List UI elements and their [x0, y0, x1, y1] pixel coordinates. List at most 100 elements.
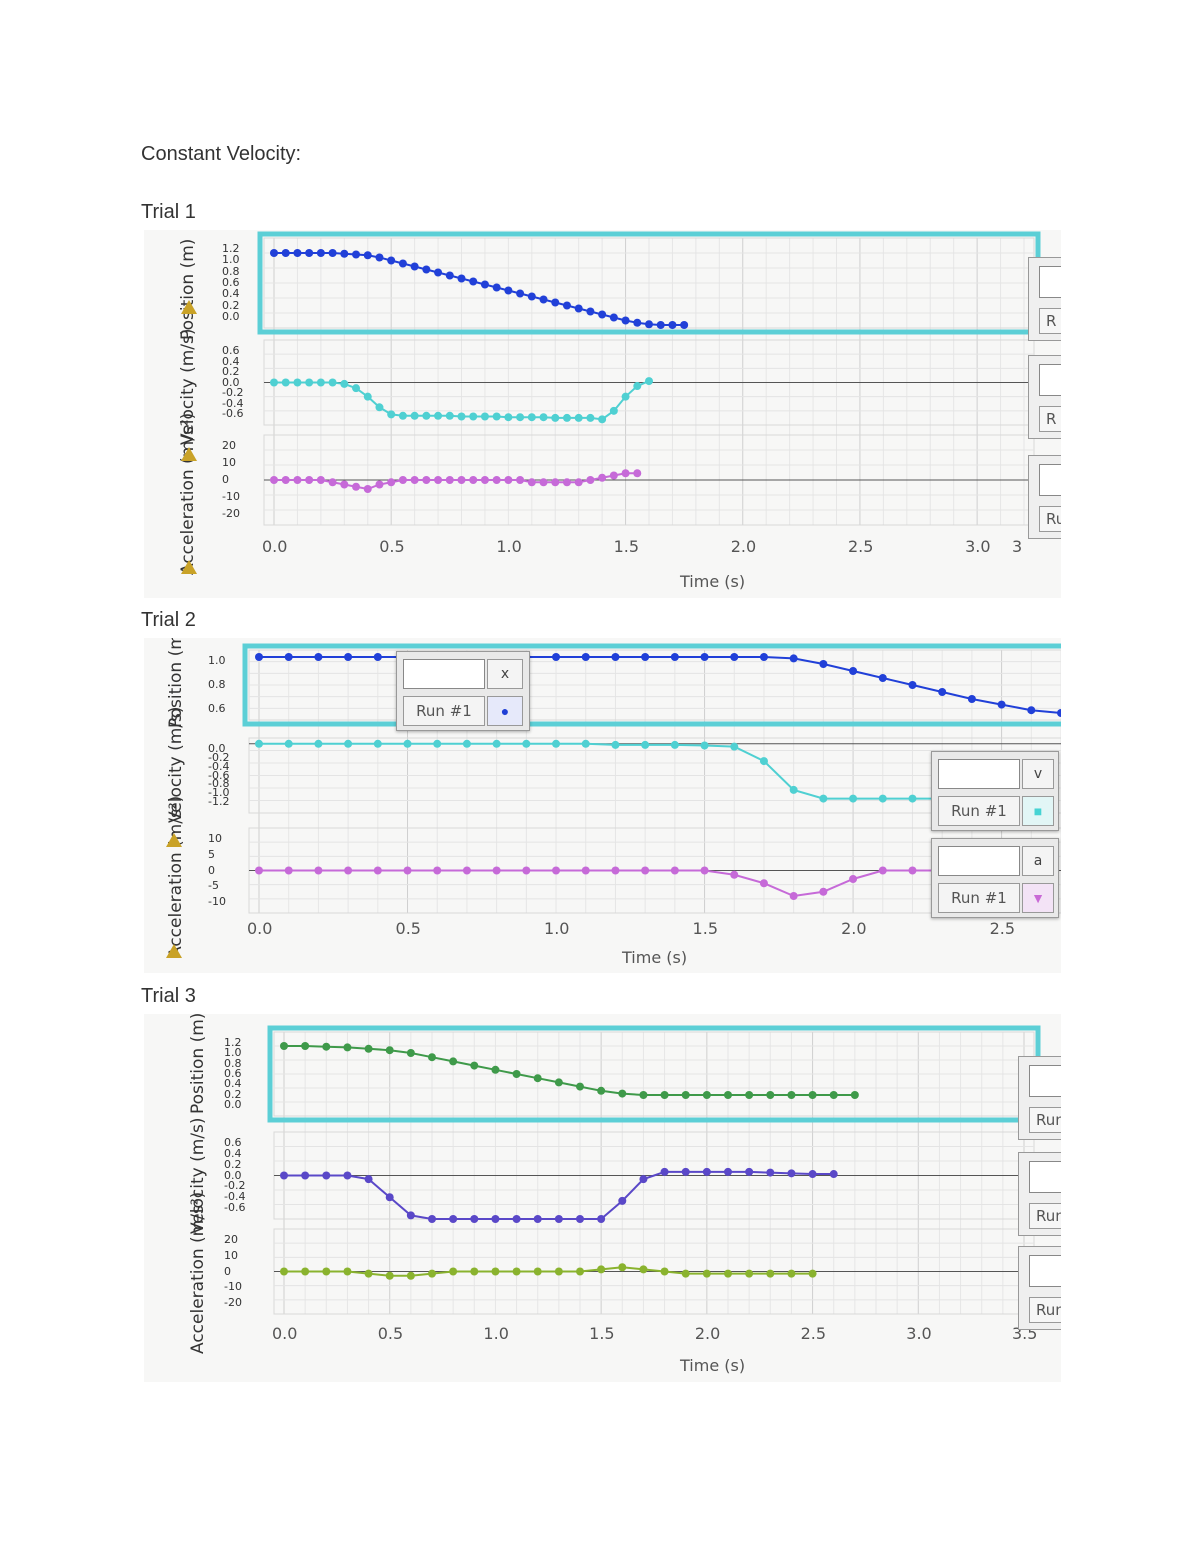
position-data-point[interactable] — [621, 316, 630, 325]
acceleration-data-point[interactable] — [270, 476, 278, 484]
velocity-data-point[interactable] — [522, 739, 531, 748]
position-data-point[interactable] — [700, 653, 709, 661]
position-data-point[interactable] — [581, 653, 590, 661]
position-data-point[interactable] — [364, 1044, 373, 1053]
position-data-point[interactable] — [849, 667, 858, 675]
position-data-point[interactable] — [533, 1074, 542, 1083]
velocity-data-point[interactable] — [551, 413, 560, 422]
position-data-point[interactable] — [328, 249, 337, 257]
position-data-point[interactable] — [576, 1082, 584, 1091]
position-data-point[interactable] — [789, 654, 798, 663]
acceleration-data-point[interactable] — [621, 469, 630, 478]
acceleration-data-point[interactable] — [554, 1267, 563, 1276]
acceleration-data-point[interactable] — [512, 1267, 521, 1276]
acceleration-data-point[interactable] — [551, 478, 560, 487]
position-data-point[interactable] — [908, 681, 917, 689]
velocity-data-point[interactable] — [363, 392, 372, 401]
position-data-point[interactable] — [819, 660, 828, 668]
velocity-data-point[interactable] — [305, 378, 314, 387]
position-data-point[interactable] — [759, 653, 768, 661]
velocity-data-point[interactable] — [449, 1215, 458, 1223]
velocity-data-point[interactable] — [398, 411, 407, 420]
position-data-point[interactable] — [618, 1089, 627, 1098]
legend-field[interactable] — [403, 659, 485, 689]
acceleration-data-point[interactable] — [766, 1269, 775, 1278]
position-data-point[interactable] — [316, 249, 325, 257]
position-data-point[interactable] — [611, 653, 620, 661]
velocity-data-point[interactable] — [457, 412, 466, 421]
acceleration-data-point[interactable] — [639, 1265, 648, 1274]
velocity-data-point[interactable] — [609, 406, 618, 415]
position-data-point[interactable] — [410, 262, 419, 271]
position-data-point[interactable] — [598, 310, 607, 319]
acceleration-data-point[interactable] — [574, 478, 583, 487]
position-data-point[interactable] — [670, 653, 679, 661]
velocity-data-point[interactable] — [504, 413, 513, 422]
velocity-data-point[interactable] — [284, 739, 293, 748]
position-data-point[interactable] — [539, 295, 548, 304]
acceleration-data-point[interactable] — [352, 482, 361, 491]
velocity-data-point[interactable] — [343, 1171, 352, 1180]
position-data-point[interactable] — [434, 268, 443, 277]
acceleration-data-point[interactable] — [364, 1269, 373, 1278]
acceleration-data-point[interactable] — [641, 866, 650, 875]
velocity-data-point[interactable] — [403, 739, 412, 748]
velocity-data-point[interactable] — [621, 392, 630, 401]
position-data-point[interactable] — [469, 277, 478, 286]
acceleration-data-point[interactable] — [576, 1267, 584, 1276]
acceleration-data-point[interactable] — [280, 1267, 288, 1276]
velocity-data-point[interactable] — [533, 1215, 542, 1223]
velocity-data-point[interactable] — [597, 1215, 606, 1223]
position-data-point[interactable] — [527, 292, 536, 301]
legend-box-position[interactable]: Run — [1018, 1056, 1061, 1140]
position-data-point[interactable] — [702, 1091, 711, 1099]
velocity-data-point[interactable] — [789, 785, 798, 794]
acceleration-data-point[interactable] — [581, 866, 590, 875]
acceleration-data-point[interactable] — [322, 1267, 331, 1276]
legend-variable[interactable]: a — [1022, 846, 1054, 876]
acceleration-data-point[interactable] — [328, 478, 337, 487]
velocity-data-point[interactable] — [645, 377, 653, 386]
velocity-data-point[interactable] — [470, 1215, 479, 1223]
position-data-point[interactable] — [562, 301, 571, 310]
velocity-data-point[interactable] — [352, 384, 361, 393]
position-data-point[interactable] — [766, 1091, 775, 1099]
velocity-data-point[interactable] — [344, 739, 353, 748]
acceleration-data-point[interactable] — [492, 476, 501, 484]
legend-box-velocity[interactable]: Run — [1018, 1152, 1061, 1236]
position-data-point[interactable] — [512, 1070, 521, 1078]
acceleration-data-point[interactable] — [527, 478, 536, 487]
position-data-point[interactable] — [492, 283, 501, 292]
position-data-point[interactable] — [480, 280, 489, 289]
velocity-data-point[interactable] — [539, 413, 548, 422]
position-data-point[interactable] — [387, 256, 396, 265]
acceleration-data-point[interactable] — [633, 469, 642, 478]
position-data-point[interactable] — [344, 653, 353, 661]
position-data-point[interactable] — [551, 298, 560, 307]
position-data-point[interactable] — [284, 653, 293, 661]
legend-field[interactable] — [938, 759, 1020, 789]
velocity-data-point[interactable] — [639, 1175, 648, 1184]
acceleration-data-point[interactable] — [410, 476, 419, 484]
position-data-point[interactable] — [363, 251, 372, 260]
acceleration-data-point[interactable] — [516, 476, 525, 484]
legend-symbol-icon[interactable]: ● — [487, 696, 523, 726]
velocity-data-point[interactable] — [611, 740, 620, 749]
acceleration-data-point[interactable] — [586, 476, 595, 484]
acceleration-data-point[interactable] — [363, 485, 372, 493]
velocity-data-point[interactable] — [808, 1170, 817, 1179]
acceleration-data-point[interactable] — [301, 1267, 310, 1276]
velocity-data-point[interactable] — [724, 1167, 732, 1176]
position-data-point[interactable] — [340, 249, 349, 258]
acceleration-data-point[interactable] — [562, 478, 571, 487]
velocity-data-point[interactable] — [702, 1167, 711, 1176]
acceleration-data-point[interactable] — [789, 892, 798, 900]
acceleration-data-point[interactable] — [611, 866, 620, 875]
position-data-point[interactable] — [305, 249, 314, 257]
position-data-point[interactable] — [255, 653, 263, 661]
position-data-point[interactable] — [280, 1042, 288, 1050]
velocity-data-point[interactable] — [829, 1170, 838, 1179]
velocity-data-point[interactable] — [730, 742, 739, 751]
legend-variable[interactable]: x — [487, 659, 523, 689]
velocity-data-point[interactable] — [281, 378, 290, 387]
